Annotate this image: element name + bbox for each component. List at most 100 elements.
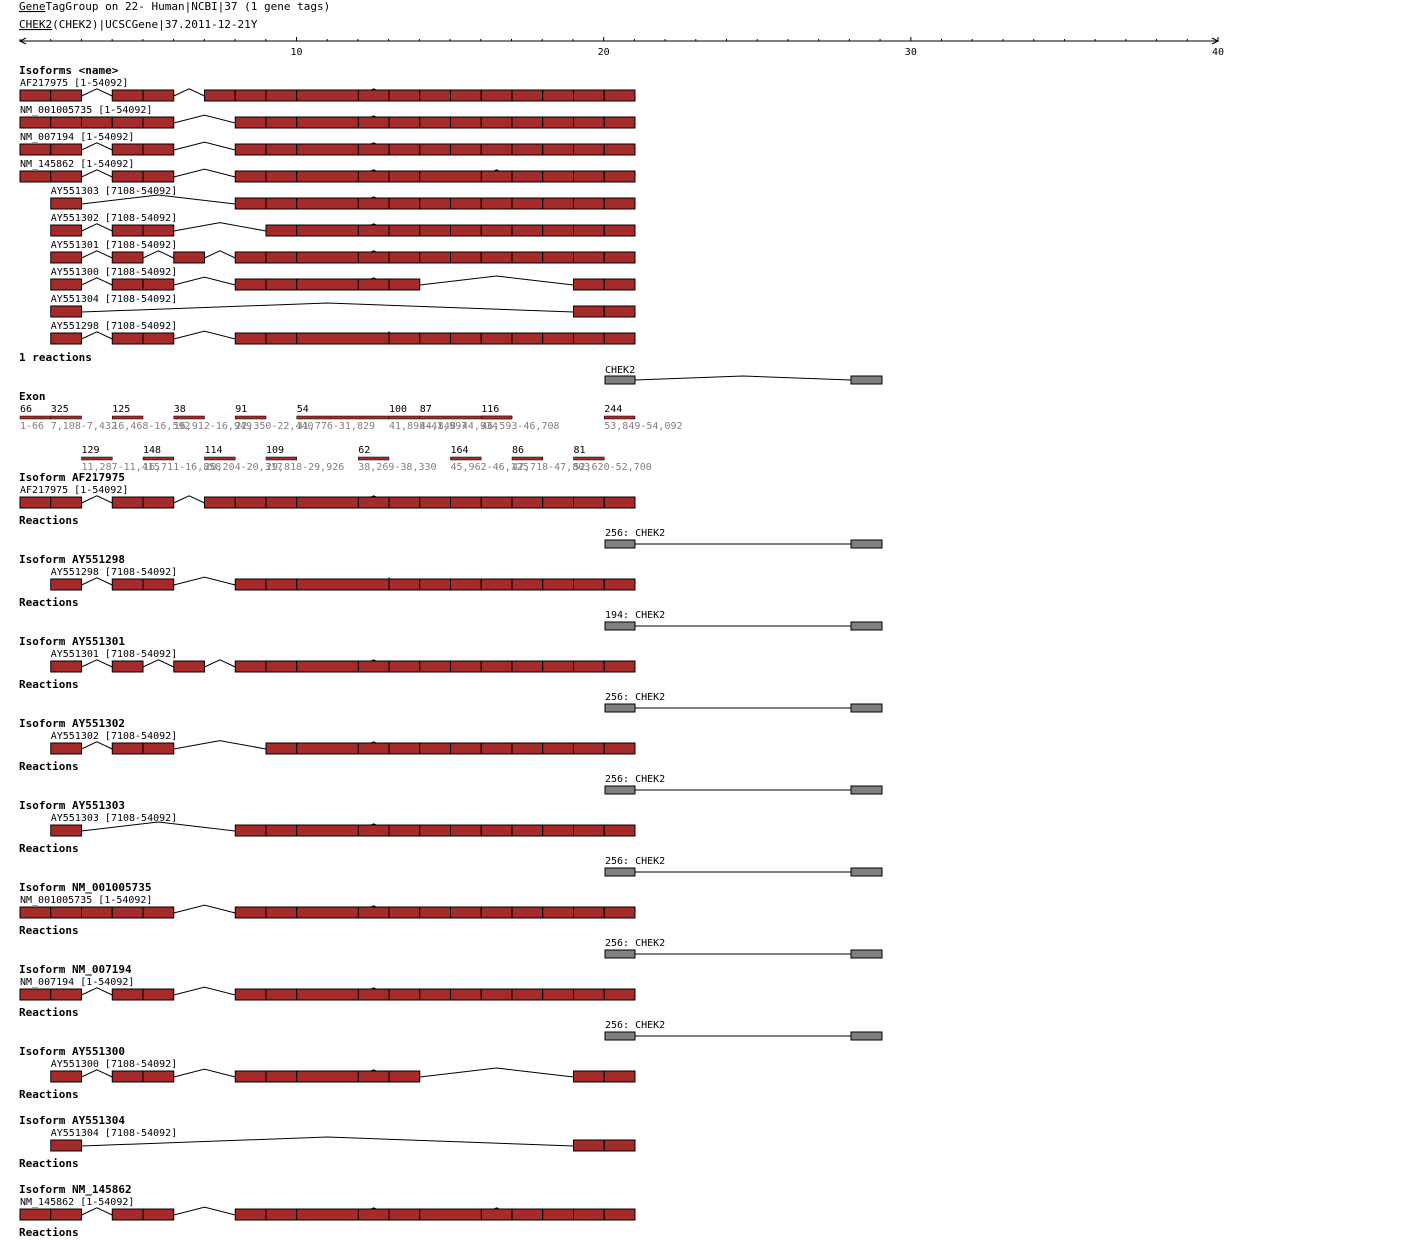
exon-block bbox=[450, 578, 482, 591]
exon-block bbox=[480, 143, 513, 156]
exon-block bbox=[50, 224, 82, 237]
intron-line bbox=[81, 1207, 113, 1216]
header-subtitle-rest: (CHEK2)|UCSCGene|37.2011-12-21 bbox=[52, 18, 251, 31]
exon-block bbox=[511, 116, 544, 129]
header-subtitle: CHEK2(CHEK2)|UCSCGene|37.2011-12-21Y bbox=[19, 18, 258, 31]
exon-entry: 164 45,962-46,125 bbox=[450, 445, 529, 473]
exon-block bbox=[111, 116, 144, 129]
exon-block bbox=[603, 143, 636, 156]
intron-line bbox=[419, 1067, 574, 1078]
exon-block bbox=[265, 660, 298, 673]
exon-block bbox=[357, 143, 390, 156]
exon-block bbox=[480, 116, 513, 129]
exon-range: 1-66 bbox=[20, 421, 44, 432]
exon-block bbox=[81, 906, 113, 919]
reactions-overview: 1 reactions CHEK2 bbox=[19, 351, 883, 385]
exon-block bbox=[450, 332, 482, 345]
exon-block bbox=[234, 143, 267, 156]
exon-entry: 148 16,711-16,858 bbox=[142, 445, 221, 473]
track-label: AY551301 [7108-54092] bbox=[51, 240, 177, 251]
isoform-title: Isoform AY551304 bbox=[19, 1114, 125, 1127]
exon-block bbox=[388, 496, 421, 509]
exon-block bbox=[50, 170, 82, 183]
exon-range: 44,848-44,934 bbox=[420, 421, 498, 432]
isoform-track: NM_001005735 [1-54092] bbox=[19, 105, 636, 129]
reaction-block bbox=[604, 785, 636, 795]
reaction-label: 256: CHEK2 bbox=[605, 774, 665, 785]
exon-range: 7,108-7,432 bbox=[51, 421, 117, 432]
exon-bar bbox=[142, 456, 174, 461]
reaction-label: 194: CHEK2 bbox=[605, 610, 665, 621]
axis-tick-label: 30 bbox=[905, 47, 917, 58]
exon-block bbox=[204, 89, 236, 102]
reactions-label: Reactions bbox=[19, 596, 79, 609]
exon-block bbox=[265, 496, 298, 509]
exon-block bbox=[204, 496, 236, 509]
isoform-track: NM_145862 [1-54092] bbox=[19, 159, 636, 183]
exon-block bbox=[603, 906, 636, 919]
exon-block bbox=[450, 742, 482, 755]
exon-range: 22,350-22,440 bbox=[235, 421, 313, 432]
exon-range: 47,718-47,803 bbox=[512, 462, 590, 473]
intron-line bbox=[142, 659, 174, 668]
exon-block bbox=[357, 1070, 390, 1083]
intron-line bbox=[81, 88, 113, 97]
chek2-gene-link[interactable]: CHEK2 bbox=[19, 18, 52, 31]
exon-block bbox=[573, 660, 605, 673]
track-label: AY551300 [7108-54092] bbox=[51, 1059, 177, 1070]
exon-block bbox=[450, 906, 482, 919]
exon-block bbox=[111, 89, 144, 102]
exon-entry: 244 53,849-54,092 bbox=[604, 404, 683, 432]
track-label: AY551303 [7108-54092] bbox=[51, 813, 177, 824]
exon-block bbox=[19, 988, 52, 1001]
exon-block bbox=[542, 143, 574, 156]
exon-block bbox=[142, 224, 175, 237]
exon-range: 16,711-16,858 bbox=[143, 462, 221, 473]
exon-block bbox=[357, 742, 390, 755]
exon-length: 87 bbox=[420, 404, 432, 415]
exon-block bbox=[573, 496, 605, 509]
exon-range: 38,269-38,330 bbox=[358, 462, 436, 473]
gene-link[interactable]: Gene bbox=[19, 0, 46, 13]
track-label: NM_145862 [1-54092] bbox=[20, 1197, 134, 1208]
track-label: AY551304 [7108-54092] bbox=[51, 1128, 177, 1139]
reaction-block bbox=[604, 621, 636, 631]
exon-block bbox=[511, 197, 544, 210]
exon-block bbox=[19, 170, 52, 183]
exon-block bbox=[265, 89, 298, 102]
exon-entry: 114 20,204-20,317 bbox=[204, 445, 283, 473]
exon-block bbox=[357, 824, 390, 837]
exon-block bbox=[19, 906, 52, 919]
exon-block bbox=[234, 197, 267, 210]
intron-line bbox=[173, 1068, 236, 1078]
reaction-block bbox=[850, 621, 883, 631]
track-label: AY551302 [7108-54092] bbox=[51, 213, 177, 224]
reaction-block bbox=[850, 949, 883, 959]
exon-range: 45,962-46,125 bbox=[451, 462, 529, 473]
exon-length: 100 bbox=[389, 404, 407, 415]
reactions-label: Reactions bbox=[19, 1088, 79, 1101]
exon-block bbox=[603, 578, 636, 591]
intron-line bbox=[81, 577, 113, 586]
exon-block bbox=[357, 251, 390, 264]
exon-block bbox=[296, 332, 390, 345]
intron-line bbox=[204, 250, 236, 259]
intron-line bbox=[81, 331, 113, 340]
exon-block bbox=[573, 332, 605, 345]
exon-entry: 66 1-66 bbox=[19, 404, 51, 432]
exon-block bbox=[357, 116, 390, 129]
exon-bar bbox=[604, 415, 636, 420]
exon-block bbox=[50, 143, 82, 156]
exon-block bbox=[111, 906, 144, 919]
exon-block bbox=[511, 906, 544, 919]
exon-block bbox=[511, 742, 544, 755]
exon-block bbox=[573, 251, 605, 264]
exon-block bbox=[573, 170, 605, 183]
exon-length: 91 bbox=[235, 404, 247, 415]
exon-block bbox=[511, 660, 544, 673]
reactions-label: Reactions bbox=[19, 1006, 79, 1019]
exon-block bbox=[603, 1139, 636, 1152]
